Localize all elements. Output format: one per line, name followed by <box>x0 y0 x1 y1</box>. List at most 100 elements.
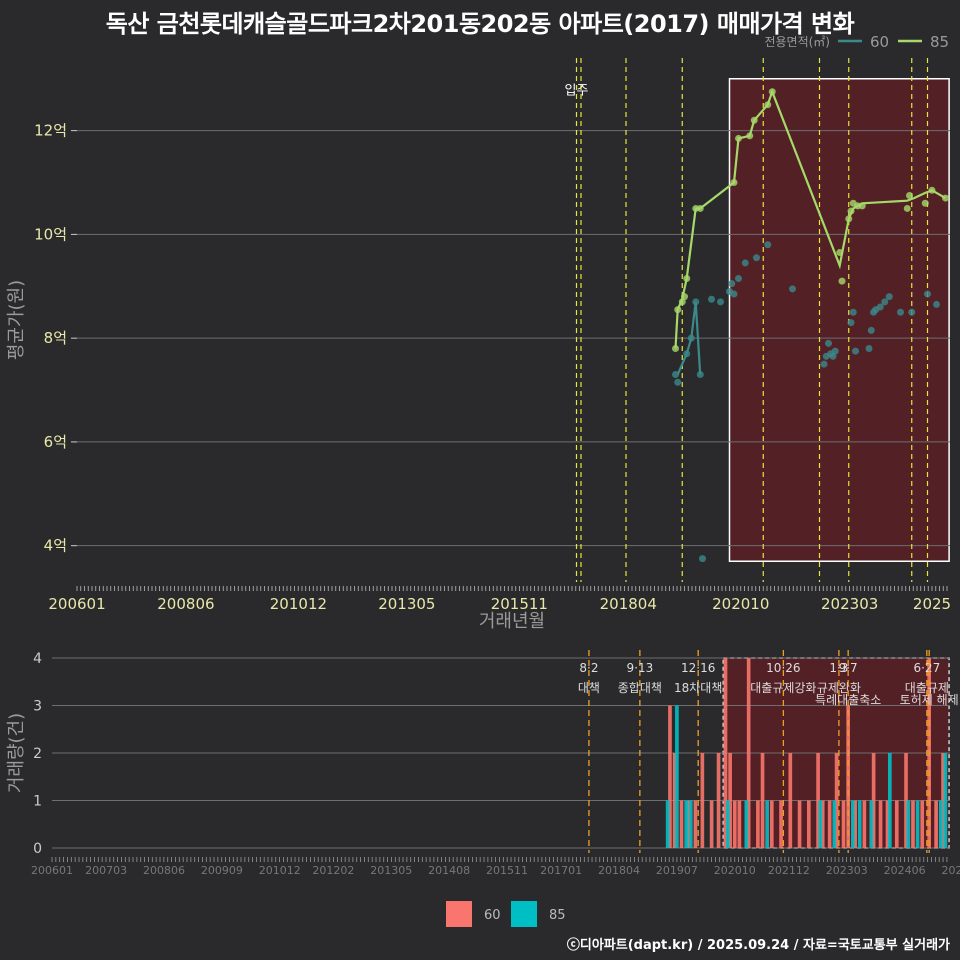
volume-bar-85 <box>869 800 874 848</box>
volume-x-tick-label: 200806 <box>143 864 185 877</box>
volume-bar-60 <box>853 800 857 848</box>
price-point-60 <box>674 378 682 386</box>
volume-x-tick-label: 202303 <box>826 864 868 877</box>
price-point-60 <box>852 347 859 355</box>
volume-x-tick-label: 200703 <box>85 864 127 877</box>
volume-bar-85 <box>744 800 749 848</box>
price-y-tick-label: 12억 <box>34 122 67 140</box>
highlight-region <box>728 78 950 562</box>
price-point-60 <box>881 298 889 306</box>
volume-y-tick-label: 1 <box>33 794 42 810</box>
volume-x-tick-label: 200601 <box>31 864 73 877</box>
volume-bar-85 <box>684 800 688 848</box>
price-point-60 <box>924 290 931 298</box>
volume-bar-60 <box>737 800 742 848</box>
price-y-tick-label: 6억 <box>44 433 67 451</box>
volume-bar-60 <box>934 800 938 848</box>
volume-y-tick-label: 4 <box>33 651 42 667</box>
price-point-60 <box>717 298 724 306</box>
volume-bar-60 <box>732 800 737 848</box>
volume-x-tick-label: 202509 <box>941 864 960 877</box>
price-point-85 <box>906 191 913 199</box>
event-date-label: 8·2 <box>579 661 598 675</box>
price-point-85 <box>921 199 929 207</box>
volume-bar-60 <box>779 800 783 848</box>
event-date-label: 10·26 <box>766 661 800 675</box>
price-x-axis-title: 거래년월 <box>479 611 545 632</box>
price-point-60 <box>897 308 904 316</box>
volume-bar-60 <box>797 800 802 848</box>
volume-bar-60 <box>820 800 825 848</box>
volume-legend-swatch-85 <box>511 901 537 927</box>
volume-x-tick-label: 201305 <box>370 864 412 877</box>
price-point-60 <box>764 241 772 249</box>
volume-y-tick-label: 2 <box>33 746 42 762</box>
volume-bar-60 <box>700 753 705 848</box>
volume-bar-60 <box>760 753 765 848</box>
volume-bar-60 <box>862 800 867 848</box>
volume-legend-label-60: 60 <box>484 908 501 923</box>
event-date-label: 12·16 <box>681 661 715 675</box>
volume-bar-85 <box>832 800 837 848</box>
volume-x-tick-label: 201804 <box>598 864 640 877</box>
legend-title: 전용면적(㎡) <box>764 35 830 49</box>
volume-bar-60 <box>788 753 793 848</box>
price-point-85 <box>672 345 679 353</box>
event-date-label: 9·7 <box>839 661 858 675</box>
volume-x-tick-label: 201701 <box>540 864 582 877</box>
price-point-60 <box>789 285 796 293</box>
price-y-tick-label: 10억 <box>34 225 67 243</box>
volume-bar-60 <box>723 658 728 848</box>
price-point-85 <box>838 277 846 285</box>
volume-bar-60 <box>756 800 760 848</box>
price-x-tick-label: 202303 <box>821 595 878 613</box>
volume-bar-85 <box>857 800 862 848</box>
volume-bar-60 <box>686 800 691 848</box>
volume-bar-85 <box>906 800 911 848</box>
volume-bar-85 <box>725 800 730 848</box>
volume-x-tick-label: 201907 <box>656 864 698 877</box>
volume-bar-60 <box>827 800 832 848</box>
volume-x-tick-label: 202406 <box>884 864 926 877</box>
price-point-60 <box>825 339 832 347</box>
volume-legend-label-85: 85 <box>549 908 566 923</box>
price-line-85 <box>674 88 947 349</box>
volume-y-axis-title: 거래량(건) <box>6 713 27 793</box>
price-point-60 <box>699 555 706 563</box>
volume-x-tick-label: 201408 <box>428 864 470 877</box>
price-point-60 <box>672 370 679 378</box>
price-point-60 <box>708 295 715 303</box>
price-point-60 <box>865 345 873 353</box>
volume-x-tick-label: 202010 <box>714 864 756 877</box>
price-point-60 <box>933 300 940 308</box>
volume-x-tick-label: 201012 <box>259 864 301 877</box>
price-x-tick-label: 202010 <box>712 595 769 613</box>
volume-bar-85 <box>675 705 679 848</box>
legend-label-60: 60 <box>870 33 889 51</box>
price-point-60 <box>730 290 738 298</box>
volume-bar-85 <box>818 800 823 848</box>
move-in-annotation: 입주 <box>565 83 589 98</box>
chart-title: 독산 금천롯데캐슬골드파크2차201동202동 아파트(2017) 매매가격 변… <box>105 10 855 38</box>
event-name-label: 대책 <box>578 680 600 695</box>
price-x-tick-label: 201012 <box>270 595 327 613</box>
volume-bar-60 <box>841 800 846 848</box>
volume-bar-85 <box>943 753 948 848</box>
volume-bar-60 <box>834 753 839 848</box>
volume-bar-85 <box>915 800 920 848</box>
price-point-60 <box>728 280 736 288</box>
event-name-label: 대출규제강화 <box>750 681 816 695</box>
price-point-60 <box>735 274 742 282</box>
volume-bar-85 <box>850 800 855 848</box>
volume-bar-60 <box>693 800 698 848</box>
price-point-60 <box>876 303 884 311</box>
price-point-60 <box>908 308 916 316</box>
price-point-60 <box>741 259 749 267</box>
volume-bar-85 <box>765 800 769 848</box>
volume-bar-60 <box>941 753 945 848</box>
volume-bar-85 <box>688 800 693 848</box>
price-point-60 <box>847 319 855 327</box>
volume-bar-60 <box>728 753 732 848</box>
volume-bar-60 <box>672 753 677 848</box>
price-point-60 <box>820 360 828 368</box>
